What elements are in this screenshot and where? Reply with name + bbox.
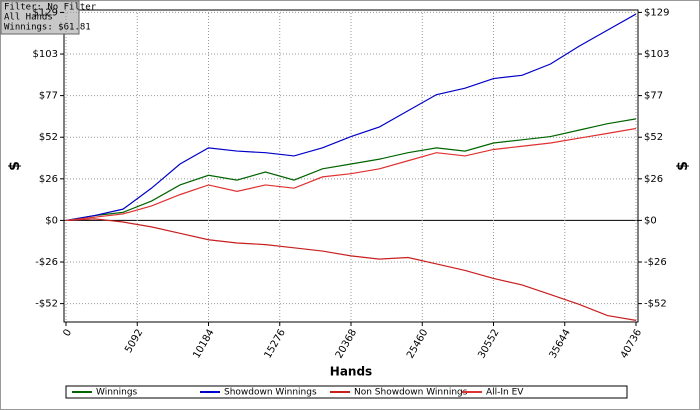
y-tick-label: $0 (45, 215, 58, 226)
y-tick-label: -$52 (35, 299, 58, 310)
series-line (65, 127, 637, 222)
legend-label: Non Showdown Winnings (354, 388, 468, 398)
y-axis-label: $ (7, 161, 23, 171)
info-line: Filter: No Filter (4, 3, 97, 13)
y2-tick-label: $103 (644, 49, 669, 60)
y2-tick-label: $26 (644, 174, 663, 185)
y2-tick-label: $0 (644, 215, 657, 226)
legend-label: Winnings (96, 388, 138, 398)
series-line (65, 13, 637, 222)
info-line: All Hands (4, 13, 53, 23)
y2-tick-label: -$26 (644, 257, 667, 268)
series-line (65, 218, 637, 321)
info-line: Winnings: $61.81 (4, 23, 91, 33)
y2-tick-label: $52 (644, 132, 663, 143)
y2-axis-label: $ (675, 161, 691, 171)
y-tick-label: $26 (39, 174, 58, 185)
y-tick-label: $77 (39, 91, 58, 102)
y2-tick-label: $77 (644, 91, 663, 102)
y2-tick-label: $129 (644, 7, 669, 18)
legend-label: Showdown Winnings (224, 388, 317, 398)
y-tick-label: -$26 (35, 257, 58, 268)
y-tick-label: $129 (33, 7, 58, 18)
x-axis-label: Hands (330, 365, 372, 379)
legend-label: All-In EV (486, 388, 524, 398)
x-tick-label: 0 (61, 328, 74, 339)
y-tick-label: $52 (39, 132, 58, 143)
y2-tick-label: -$52 (644, 299, 667, 310)
series-line (65, 118, 637, 222)
y-tick-label: $103 (33, 49, 58, 60)
